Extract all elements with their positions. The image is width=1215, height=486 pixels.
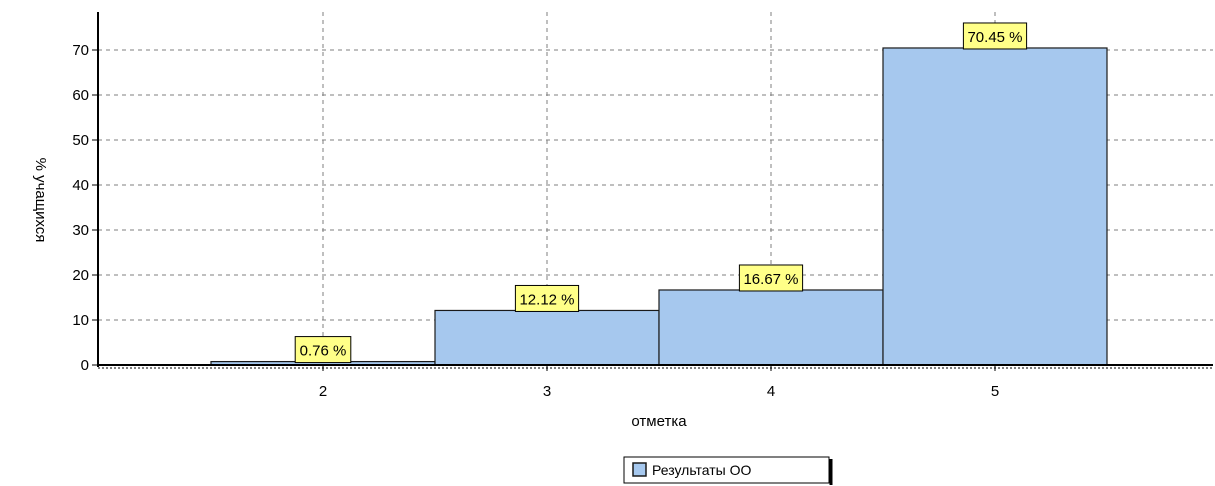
data-label-box bbox=[962, 22, 1028, 50]
y-tick-label: 30 bbox=[72, 222, 89, 239]
y-tick-label: 10 bbox=[72, 312, 89, 329]
data-labels-layer: 0.76 % 12.12 % 16.67 % 70.45 % bbox=[294, 22, 1028, 364]
bar-4 bbox=[658, 289, 884, 366]
y-tick-label: 40 bbox=[72, 177, 89, 194]
bars-layer bbox=[210, 47, 1108, 366]
y-tick-label: 60 bbox=[72, 87, 89, 104]
x-axis-title: отметка bbox=[631, 413, 687, 430]
legend-label: Результаты ОО bbox=[652, 462, 752, 478]
bar-3 bbox=[434, 309, 660, 366]
data-label-box bbox=[514, 284, 580, 312]
y-tick-label: 70 bbox=[72, 42, 89, 59]
data-label: 16.67 % bbox=[743, 271, 798, 288]
x-tick-label: 5 bbox=[991, 383, 999, 400]
y-tick-label: 20 bbox=[72, 267, 89, 284]
data-label-box bbox=[294, 336, 352, 364]
data-label-box bbox=[738, 264, 804, 292]
x-tick-label: 3 bbox=[543, 383, 551, 400]
axes-layer: 0 10 20 30 40 50 60 70 2 3 4 5 bbox=[72, 12, 1213, 400]
y-tick-label: 50 bbox=[72, 132, 89, 149]
x-tick-label: 2 bbox=[319, 383, 327, 400]
x-tick-label: 4 bbox=[767, 383, 775, 400]
legend-swatch bbox=[632, 462, 647, 477]
y-axis-title: % учащихся bbox=[32, 158, 49, 243]
data-label: 0.76 % bbox=[300, 343, 347, 360]
data-label: 70.45 % bbox=[967, 29, 1022, 46]
y-tick-label: 0 bbox=[81, 357, 89, 374]
legend: Результаты ОО bbox=[623, 456, 833, 485]
legend-frame bbox=[623, 456, 830, 484]
bar-5 bbox=[882, 47, 1108, 366]
data-label: 12.12 % bbox=[519, 291, 574, 308]
